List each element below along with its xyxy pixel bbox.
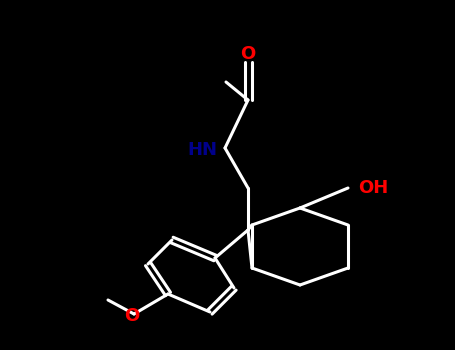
Text: HN: HN — [187, 141, 217, 159]
Text: OH: OH — [358, 179, 388, 197]
Text: O: O — [124, 307, 140, 325]
Text: O: O — [240, 45, 256, 63]
